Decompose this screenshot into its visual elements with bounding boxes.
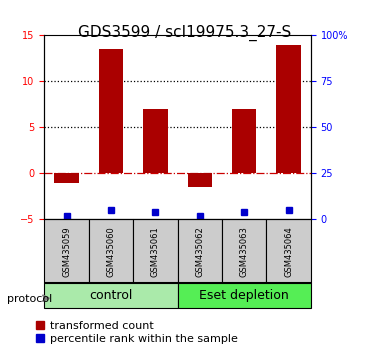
Bar xyxy=(232,109,256,173)
Bar xyxy=(54,173,79,183)
Bar xyxy=(143,109,168,173)
FancyBboxPatch shape xyxy=(44,283,178,308)
Bar xyxy=(99,49,123,173)
Text: GSM435064: GSM435064 xyxy=(284,226,293,277)
FancyBboxPatch shape xyxy=(89,219,133,283)
Text: GDS3599 / scI19975.3_27-S: GDS3599 / scI19975.3_27-S xyxy=(78,25,292,41)
FancyBboxPatch shape xyxy=(266,219,311,283)
Bar xyxy=(188,173,212,187)
FancyBboxPatch shape xyxy=(178,219,222,283)
Text: GSM435063: GSM435063 xyxy=(240,226,249,277)
Text: GSM435059: GSM435059 xyxy=(62,226,71,277)
Text: GSM435061: GSM435061 xyxy=(151,226,160,277)
FancyBboxPatch shape xyxy=(133,219,178,283)
Text: GSM435060: GSM435060 xyxy=(107,226,115,277)
Text: Eset depletion: Eset depletion xyxy=(199,289,289,302)
Text: GSM435062: GSM435062 xyxy=(195,226,204,277)
Text: control: control xyxy=(89,289,133,302)
Legend: transformed count, percentile rank within the sample: transformed count, percentile rank withi… xyxy=(35,321,238,344)
FancyBboxPatch shape xyxy=(222,219,266,283)
Text: protocol: protocol xyxy=(7,294,53,304)
Bar xyxy=(276,45,301,173)
FancyBboxPatch shape xyxy=(44,219,89,283)
FancyBboxPatch shape xyxy=(178,283,311,308)
